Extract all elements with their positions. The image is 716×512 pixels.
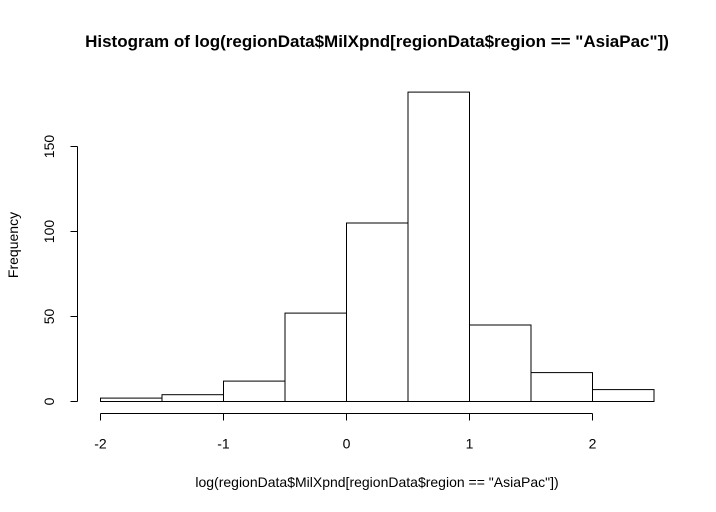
- histogram-bar: [284, 312, 347, 403]
- histogram-bar: [223, 380, 286, 403]
- x-tick-label: 0: [343, 436, 351, 452]
- histogram-bar: [407, 91, 470, 402]
- y-axis: 0 50 100 150: [41, 135, 78, 405]
- x-tick-label: -2: [94, 436, 107, 452]
- histogram-bar: [346, 222, 409, 402]
- histogram-bar: [530, 372, 593, 403]
- y-tick-label: 0: [41, 397, 57, 405]
- x-axis-label: log(regionData$MilXpnd[regionData$region…: [195, 474, 558, 490]
- y-tick-label: 50: [41, 309, 57, 325]
- histogram-bar: [100, 397, 163, 403]
- histogram-bar: [592, 389, 655, 403]
- x-tick-label: 2: [589, 436, 597, 452]
- histogram-bar: [161, 394, 224, 403]
- x-axis: -2 -1 0 1 2: [94, 413, 597, 452]
- bars-group: [100, 91, 655, 403]
- y-axis-label: Frequency: [5, 212, 21, 278]
- chart-title: Histogram of log(regionData$MilXpnd[regi…: [85, 32, 669, 51]
- x-tick-label: -1: [217, 436, 230, 452]
- x-tick-label: 1: [466, 436, 474, 452]
- histogram-bar: [469, 324, 532, 402]
- y-tick-label: 150: [41, 135, 57, 159]
- y-tick-label: 100: [41, 220, 57, 244]
